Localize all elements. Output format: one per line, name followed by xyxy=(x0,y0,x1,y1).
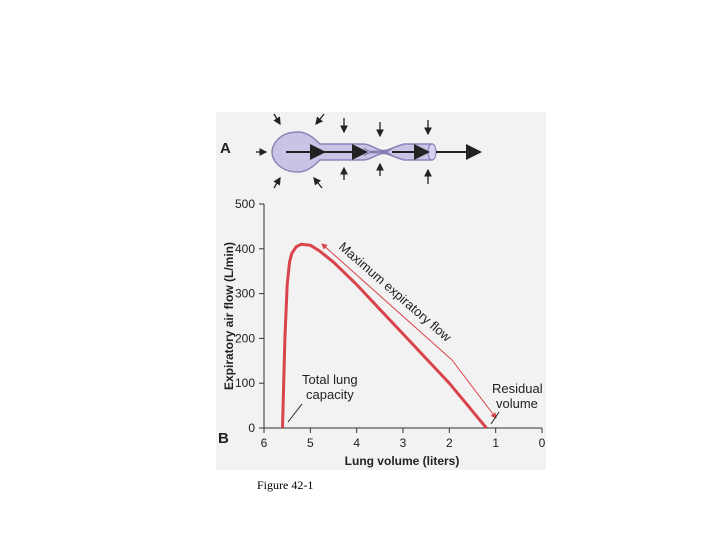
rv-label-line1: Residual xyxy=(492,381,543,396)
airway-opening xyxy=(427,143,437,161)
tlc-label-line1: Total lung xyxy=(302,372,358,387)
figure-svg: A xyxy=(218,113,546,468)
x-tick-label: 5 xyxy=(307,436,314,450)
y-tick-label: 300 xyxy=(235,287,255,301)
y-axis-label: Expiratory air flow (L/min) xyxy=(222,242,236,390)
x-ticks: 6 5 4 3 2 1 0 xyxy=(261,428,546,450)
x-tick-label: 4 xyxy=(353,436,360,450)
figure-panel: A xyxy=(216,112,546,470)
y-ticks: 0 100 200 300 400 500 xyxy=(235,197,264,435)
figure-caption: Figure 42-1 xyxy=(257,478,314,492)
max-flow-arrow-up xyxy=(321,243,453,361)
airway-diagram: A xyxy=(220,113,482,189)
x-tick-label: 2 xyxy=(446,436,453,450)
y-tick-label: 100 xyxy=(235,376,255,390)
x-tick-label: 0 xyxy=(539,436,546,450)
x-axis-label: Lung volume (liters) xyxy=(345,454,460,468)
panel-b-label: B xyxy=(218,430,229,447)
x-tick-label: 3 xyxy=(400,436,407,450)
y-tick-label: 500 xyxy=(235,197,255,211)
pressure-arrows xyxy=(256,113,432,189)
rv-label-line2: volume xyxy=(496,396,538,411)
y-tick-label: 400 xyxy=(235,242,255,256)
x-tick-label: 1 xyxy=(492,436,499,450)
flow-volume-chart: B 0 100 200 300 400 500 6 5 4 3 2 1 0 Expiratory ai… xyxy=(218,197,546,468)
max-flow-arrow-down xyxy=(451,359,497,419)
x-tick-label: 6 xyxy=(261,436,268,450)
tlc-pointer xyxy=(287,403,303,423)
y-tick-label: 0 xyxy=(248,421,255,435)
rv-pointer xyxy=(490,411,500,425)
flow-volume-curve xyxy=(281,242,488,429)
tlc-label-line2: capacity xyxy=(306,387,354,402)
max-flow-label: Maximum expiratory flow xyxy=(336,239,455,345)
y-tick-label: 200 xyxy=(235,331,255,345)
panel-a-label: A xyxy=(220,140,231,157)
